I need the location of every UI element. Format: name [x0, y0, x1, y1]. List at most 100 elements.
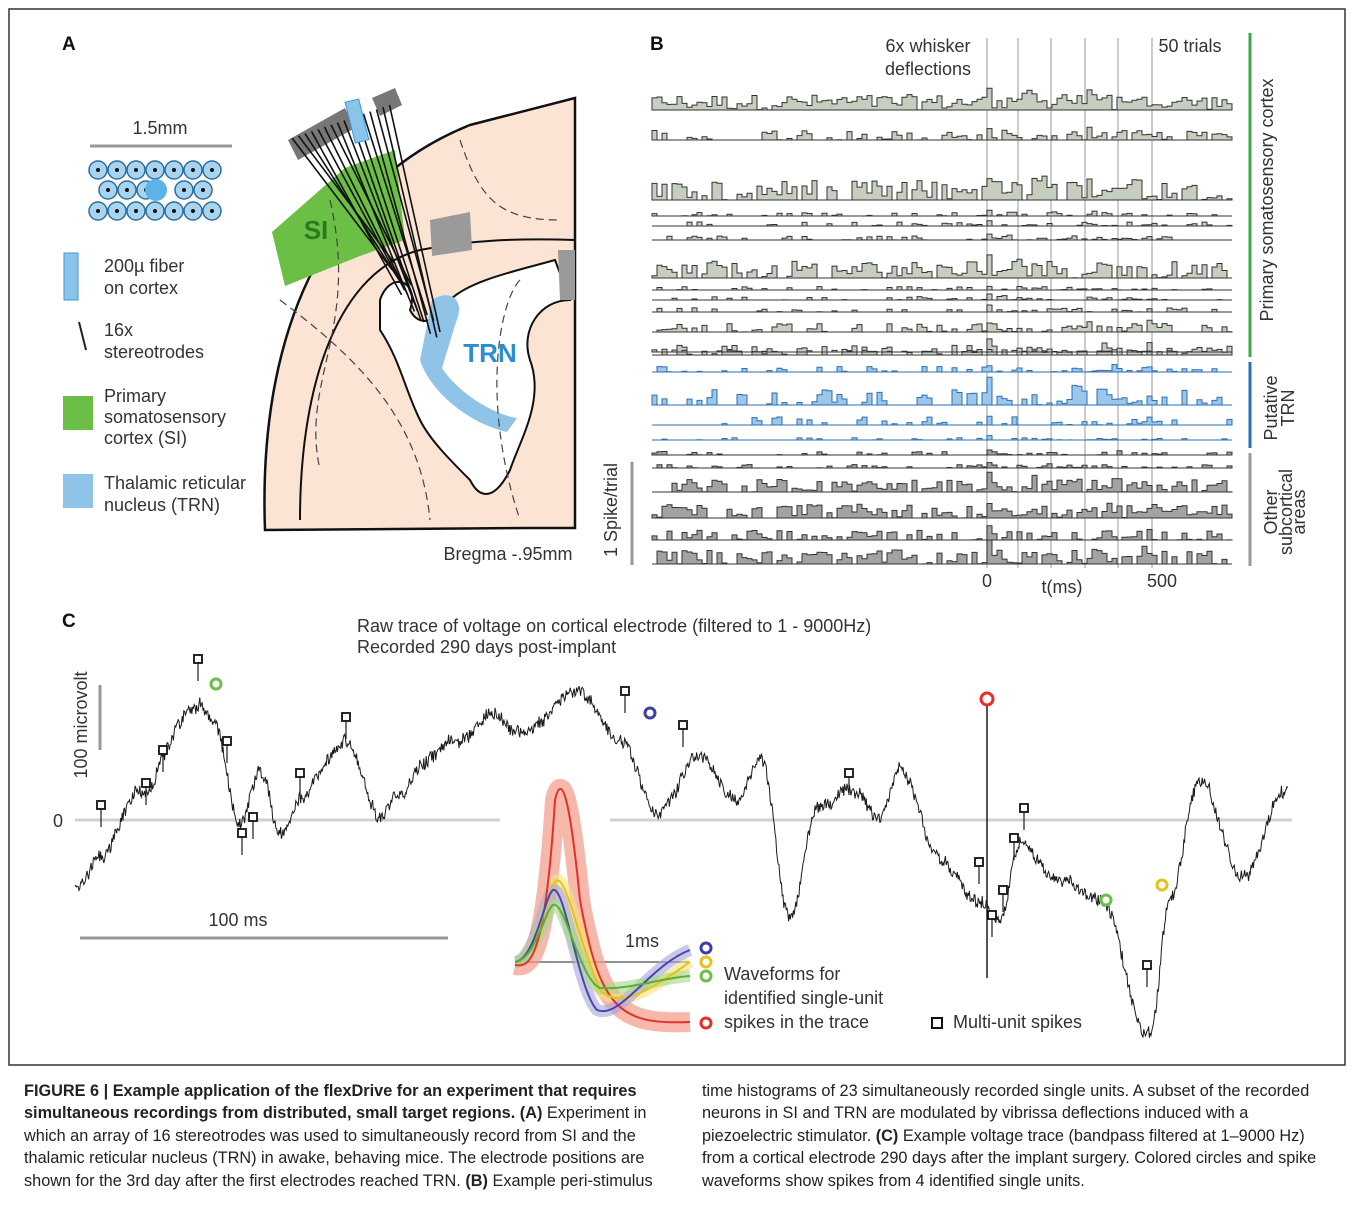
histogram: [652, 338, 1233, 356]
electrode-dot: [182, 188, 186, 192]
electrode-dot: [210, 168, 214, 172]
stereotrode: [388, 104, 441, 333]
histogram: [652, 304, 1232, 313]
histogram: [651, 502, 1233, 519]
stereotrode: [323, 126, 409, 296]
histogram: [652, 233, 1232, 241]
histogram: [652, 293, 1232, 301]
histogram: [652, 435, 1232, 441]
multi-unit-marker: [341, 712, 351, 722]
stimulus-label: deflections: [885, 59, 971, 79]
single-unit-marker: [1099, 893, 1113, 907]
histogram: [651, 126, 1233, 141]
waveform-legend: spikes in the trace: [724, 1012, 869, 1032]
multi-unit-marker: [987, 910, 997, 920]
caption-title: FIGURE 6 | Example application of the fl…: [24, 1082, 637, 1123]
time-scale-label: 100 ms: [208, 910, 267, 930]
legend-text: somatosensory: [104, 407, 226, 427]
electrode-dot: [191, 209, 195, 213]
histogram: [651, 87, 1233, 111]
waveform-legend: Waveforms for: [724, 964, 840, 984]
figure: A 1.5mm 200µ fiber on cortex 16x stereot…: [8, 8, 1346, 1066]
multi-unit-marker: [248, 812, 258, 822]
group-label: subcortical: [1276, 469, 1296, 555]
histogram: [651, 175, 1233, 201]
stereotrode: [369, 111, 432, 335]
waveform-scale-label: 1ms: [625, 931, 659, 951]
histogram: [651, 376, 1232, 406]
fiber-site: [145, 179, 167, 201]
stereotrode: [304, 133, 400, 280]
histogram: [651, 525, 1233, 541]
multi-unit-marker: [295, 768, 305, 778]
electrode-dot: [210, 209, 214, 213]
multi-unit-marker: [141, 778, 151, 788]
electrode-dot: [172, 209, 176, 213]
gray-region: [430, 212, 472, 256]
histogram: [651, 209, 1232, 217]
histogram: [651, 349, 1232, 353]
voltage-scale-label: 100 microvolt: [71, 671, 91, 778]
multi-unit-marker: [620, 686, 630, 696]
caption-text: Example voltage trace (bandpass filtered…: [702, 1126, 1317, 1190]
panel-c: C Raw trace of voltage on cortical elect…: [53, 611, 1292, 1038]
electrode-dot: [153, 209, 157, 213]
unit-marker: [699, 955, 713, 969]
group-label: Other: [1261, 489, 1281, 534]
electrode-dot: [96, 209, 100, 213]
panel-label: A: [62, 34, 76, 55]
legend-text: on cortex: [104, 278, 178, 298]
histogram: [652, 319, 1233, 333]
electrode-dot: [134, 209, 138, 213]
electrode-dot: [115, 209, 119, 213]
bregma-label: Bregma -.95mm: [443, 544, 572, 564]
stereotrode: [317, 128, 406, 291]
electrode-dot: [191, 168, 195, 172]
electrode-dot: [134, 168, 138, 172]
histogram: [652, 415, 1233, 426]
waveforms: [512, 778, 713, 1033]
stereotrode: [343, 120, 419, 312]
multi-unit-marker: [237, 828, 247, 838]
caption-label: (A): [519, 1104, 543, 1123]
stereotrode: [356, 115, 425, 323]
unit-marker: [699, 969, 713, 983]
histogram: [652, 539, 1232, 565]
legend-text: stereotrodes: [104, 342, 204, 362]
histogram: [652, 471, 1233, 493]
single-unit-marker: [643, 706, 657, 720]
caption: FIGURE 6 | Example application of the fl…: [24, 1080, 1334, 1192]
electrode-dot: [115, 168, 119, 172]
electrode-dot: [96, 168, 100, 172]
waveform: [514, 888, 691, 1013]
multi-unit-marker: [1142, 960, 1152, 970]
drive-block: [372, 88, 402, 116]
single-unit-marker: [209, 677, 223, 691]
legend-text: cortex (SI): [104, 428, 187, 448]
gray-region: [558, 250, 575, 300]
histogram: [652, 285, 1232, 291]
single-unit-marker: [1155, 878, 1169, 892]
single-unit-marker: [979, 691, 995, 707]
caption-text: Experiment in which an array of 16 stere…: [24, 1104, 647, 1190]
multi-unit-icon: [931, 1017, 943, 1029]
multi-unit-marker: [96, 800, 106, 810]
electrode-grid: [88, 160, 222, 221]
multi-unit-marker: [193, 654, 203, 664]
legend-text: nucleus (TRN): [104, 495, 220, 515]
figure-border: [8, 8, 1346, 1066]
zero-label: 0: [53, 811, 63, 831]
si-region: [272, 150, 405, 286]
panel-label: B: [650, 34, 664, 55]
si-icon: [63, 396, 93, 430]
caption-text: Example peri-stimulus time histograms of…: [492, 1082, 1310, 1190]
histogram: [651, 254, 1232, 279]
waveform: [514, 787, 691, 1024]
histogram: [652, 462, 1233, 469]
group-label: TRN: [1278, 390, 1298, 427]
legend-text: Thalamic reticular: [104, 473, 246, 493]
stereotrode: [382, 107, 438, 338]
trace-line: [74, 685, 1289, 1038]
multi-unit-marker: [222, 736, 232, 746]
